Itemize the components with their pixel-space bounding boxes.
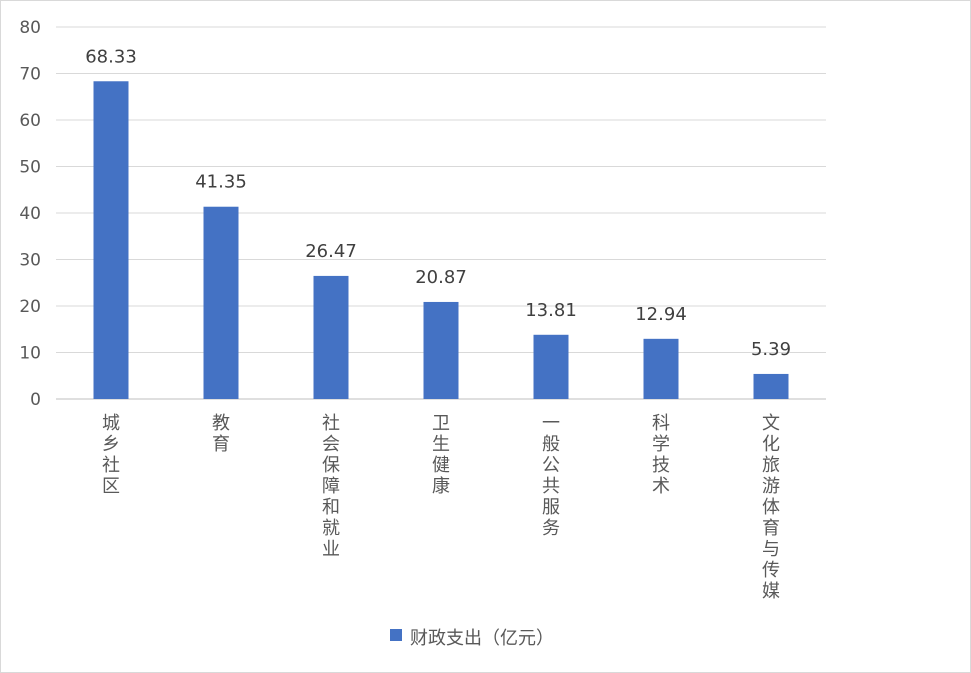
legend: 财政支出（亿元） <box>390 628 554 649</box>
category-label: 社会保障和就业 <box>322 413 340 560</box>
category-label: 城乡社区 <box>102 413 120 497</box>
gridlines <box>56 26 826 400</box>
data-labels: 68.33 41.35 26.47 20.87 13.81 12.94 5.39 <box>85 46 791 360</box>
legend-label: 财政支出（亿元） <box>410 628 554 649</box>
y-tick-label: 30 <box>19 251 41 271</box>
bar <box>313 275 349 399</box>
data-label: 68.33 <box>85 46 137 67</box>
category-label: 教育 <box>212 413 230 455</box>
category-label: 卫生健康 <box>432 413 450 497</box>
bar <box>533 334 569 399</box>
bars <box>93 81 789 399</box>
data-label: 5.39 <box>751 339 791 360</box>
data-label: 12.94 <box>635 304 687 325</box>
y-tick-label: 40 <box>19 204 41 224</box>
data-label: 13.81 <box>525 300 577 321</box>
y-tick-label: 80 <box>19 18 41 38</box>
y-tick-label: 60 <box>19 111 41 131</box>
bar <box>423 301 459 399</box>
category-label: 文化旅游体育与传媒 <box>762 413 780 602</box>
category-labels: 城乡社区 教育 社会保障和就业 卫生健康 一般公共服务 科学技术 文化旅游体育与传媒 <box>102 413 780 602</box>
bar <box>643 338 679 399</box>
y-axis-ticks: 0 10 20 30 40 50 60 70 80 <box>19 18 41 410</box>
y-tick-label: 10 <box>19 344 41 364</box>
bar <box>753 373 789 399</box>
data-label: 41.35 <box>195 172 247 193</box>
y-tick-label: 50 <box>19 158 41 178</box>
bar <box>93 81 129 399</box>
y-tick-label: 70 <box>19 65 41 85</box>
data-label: 26.47 <box>305 241 357 262</box>
legend-swatch <box>390 629 402 641</box>
category-label: 科学技术 <box>652 413 670 497</box>
bar <box>203 206 239 399</box>
data-label: 20.87 <box>415 267 467 288</box>
category-label: 一般公共服务 <box>542 413 560 539</box>
y-tick-label: 0 <box>30 390 41 410</box>
y-tick-label: 20 <box>19 297 41 317</box>
